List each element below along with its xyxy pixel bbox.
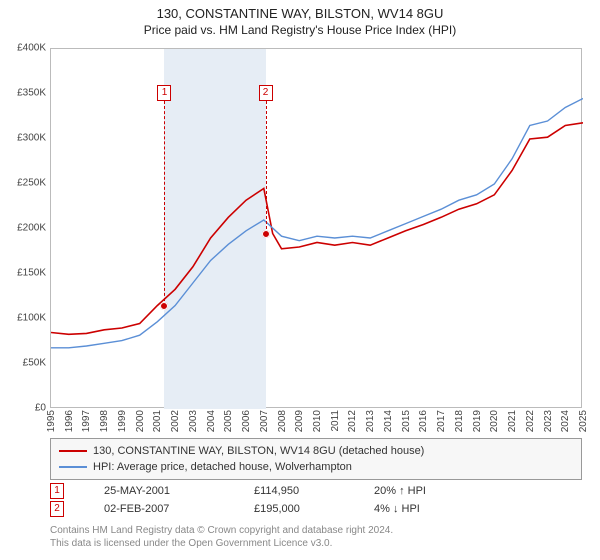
y-axis-label: £200K	[17, 223, 46, 234]
y-axis-label: £400K	[17, 43, 46, 54]
y-axis-label: £0	[35, 403, 46, 414]
page-subtitle: Price paid vs. HM Land Registry's House …	[0, 23, 600, 37]
legend-item: 130, CONSTANTINE WAY, BILSTON, WV14 8GU …	[59, 443, 573, 459]
sales-table: 1 25-MAY-2001 £114,950 20% ↑ HPI 2 02-FE…	[50, 482, 582, 518]
x-axis-label: 2025	[578, 410, 589, 432]
x-axis-label: 2004	[206, 410, 217, 432]
sale-date: 25-MAY-2001	[104, 485, 214, 497]
sale-marker-icon: 1	[50, 483, 64, 499]
y-axis-label: £100K	[17, 313, 46, 324]
chart-lines	[51, 49, 583, 409]
sale-row: 2 02-FEB-2007 £195,000 4% ↓ HPI	[50, 500, 582, 518]
y-axis-label: £50K	[23, 358, 46, 369]
sale-delta: 4% ↓ HPI	[374, 503, 420, 515]
y-axis-label: £350K	[17, 88, 46, 99]
x-axis-label: 2006	[241, 410, 252, 432]
series-line	[51, 99, 583, 348]
sale-row: 1 25-MAY-2001 £114,950 20% ↑ HPI	[50, 482, 582, 500]
legend-label: 130, CONSTANTINE WAY, BILSTON, WV14 8GU …	[93, 445, 424, 457]
series-line	[51, 123, 583, 334]
event-dot	[262, 230, 270, 238]
sale-date: 02-FEB-2007	[104, 503, 214, 515]
sale-price: £195,000	[254, 503, 334, 515]
x-axis-label: 1999	[117, 410, 128, 432]
x-axis-label: 1998	[99, 410, 110, 432]
x-axis-label: 1996	[64, 410, 75, 432]
x-axis-label: 2020	[489, 410, 500, 432]
x-axis-label: 2005	[223, 410, 234, 432]
page-title: 130, CONSTANTINE WAY, BILSTON, WV14 8GU	[0, 6, 600, 21]
x-axis-label: 1995	[46, 410, 57, 432]
sale-price: £114,950	[254, 485, 334, 497]
y-axis-label: £150K	[17, 268, 46, 279]
footer: Contains HM Land Registry data © Crown c…	[50, 524, 582, 550]
footer-line: This data is licensed under the Open Gov…	[50, 537, 582, 550]
x-axis-label: 2015	[401, 410, 412, 432]
x-axis-label: 2014	[383, 410, 394, 432]
x-axis-label: 2013	[365, 410, 376, 432]
y-axis-label: £300K	[17, 133, 46, 144]
x-axis-label: 2010	[312, 410, 323, 432]
x-axis-label: 2008	[277, 410, 288, 432]
x-axis-label: 2024	[560, 410, 571, 432]
x-axis-label: 2001	[152, 410, 163, 432]
legend: 130, CONSTANTINE WAY, BILSTON, WV14 8GU …	[50, 438, 582, 480]
plot-area: 12	[50, 48, 582, 408]
x-axis-label: 2009	[294, 410, 305, 432]
legend-swatch	[59, 466, 87, 468]
x-axis-label: 2017	[436, 410, 447, 432]
event-marker: 2	[259, 85, 273, 101]
legend-swatch	[59, 450, 87, 452]
x-axis-label: 2018	[454, 410, 465, 432]
x-axis-label: 2016	[418, 410, 429, 432]
legend-item: HPI: Average price, detached house, Wolv…	[59, 459, 573, 475]
x-axis-label: 2023	[543, 410, 554, 432]
x-axis-label: 2007	[259, 410, 270, 432]
price-chart: 12 £0£50K£100K£150K£200K£250K£300K£350K£…	[50, 48, 582, 408]
x-axis-label: 2011	[330, 410, 341, 432]
footer-line: Contains HM Land Registry data © Crown c…	[50, 524, 582, 537]
x-axis-label: 2000	[135, 410, 146, 432]
x-axis-label: 1997	[81, 410, 92, 432]
x-axis-label: 2002	[170, 410, 181, 432]
x-axis-label: 2022	[525, 410, 536, 432]
x-axis-label: 2012	[347, 410, 358, 432]
sale-marker-icon: 2	[50, 501, 64, 517]
event-dot	[160, 302, 168, 310]
x-axis-label: 2021	[507, 410, 518, 432]
sale-delta: 20% ↑ HPI	[374, 485, 426, 497]
event-marker: 1	[157, 85, 171, 101]
x-axis-label: 2003	[188, 410, 199, 432]
legend-label: HPI: Average price, detached house, Wolv…	[93, 461, 352, 473]
x-axis-label: 2019	[472, 410, 483, 432]
y-axis-label: £250K	[17, 178, 46, 189]
